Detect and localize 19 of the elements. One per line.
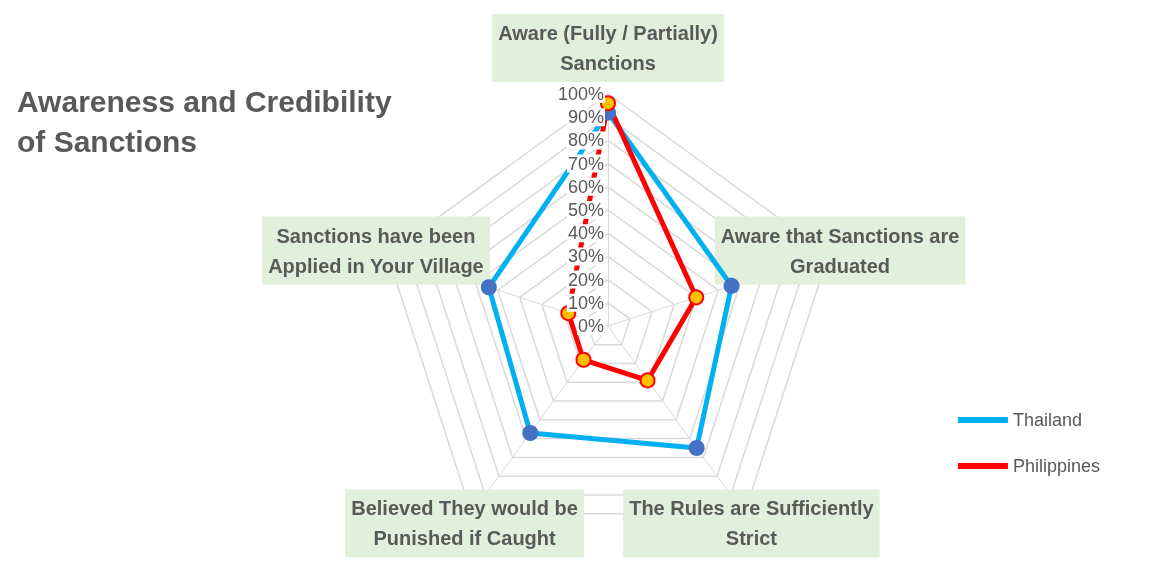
y-tick-label: 30% (567, 246, 604, 267)
spoke-label: Sanctions have been Applied in Your Village (268, 224, 484, 277)
y-tick-label: 90% (567, 107, 604, 128)
spoke-label: Aware (Fully / Partially) Sanctions (498, 22, 718, 74)
y-tick-label: 80% (567, 130, 604, 151)
legend-label: Philippines (1012, 456, 1101, 476)
spoke-label: The Rules are Sufficiently Strict (629, 497, 875, 550)
text: Awareness and Credibility of Sanctions (17, 84, 400, 158)
y-tick-label: 60% (567, 176, 604, 197)
y-tick-label: 100% (557, 84, 604, 104)
y-tick-label: 0% (577, 316, 604, 336)
spoke-label: Aware that Sanctions are Graduated (720, 224, 960, 277)
y-tick-label: 10% (567, 292, 604, 313)
y-tick-label: 70% (567, 153, 604, 174)
y-tick-label: 40% (567, 223, 604, 244)
y-tick-label: 50% (567, 200, 604, 220)
legend-label: Thailand (1012, 410, 1082, 430)
spoke-label: Believed They would be Punished if Caught (351, 497, 578, 550)
y-tick-label: 20% (567, 269, 604, 290)
